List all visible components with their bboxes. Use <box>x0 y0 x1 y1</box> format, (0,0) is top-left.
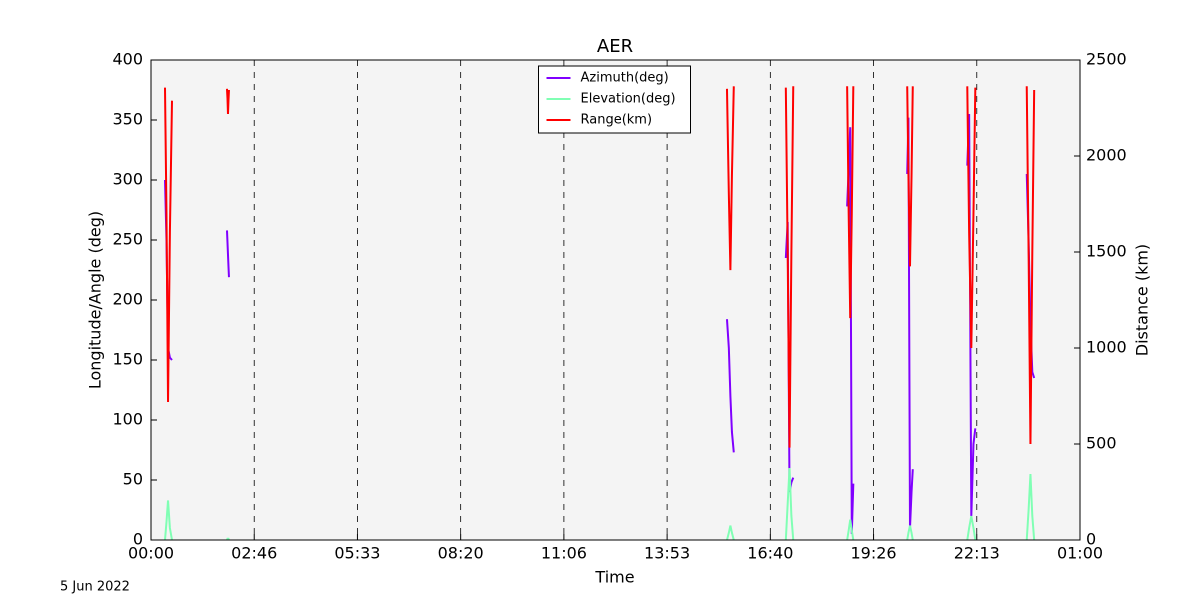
x-axis-label: Time <box>594 568 634 587</box>
y-tick-label: 100 <box>112 410 143 429</box>
y-tick-label: 150 <box>112 350 143 369</box>
plot-area <box>151 60 1080 540</box>
y-tick-label: 350 <box>112 110 143 129</box>
y-tick-label: 200 <box>112 290 143 309</box>
x-tick-label: 08:20 <box>438 544 484 563</box>
x-tick-label: 22:13 <box>954 544 1000 563</box>
x-tick-label: 13:53 <box>644 544 690 563</box>
legend-label: Elevation(deg) <box>581 92 676 107</box>
y-tick-label: 50 <box>123 470 143 489</box>
y2-tick-label: 2000 <box>1086 146 1127 165</box>
y-tick-label: 0 <box>133 530 143 549</box>
y-tick-label: 300 <box>112 170 143 189</box>
x-tick-label: 01:00 <box>1057 544 1103 563</box>
y2-tick-label: 2500 <box>1086 50 1127 69</box>
x-tick-label: 11:06 <box>541 544 587 563</box>
y-tick-label: 400 <box>112 50 143 69</box>
chart-title: AER <box>597 36 633 57</box>
y-axis-label: Longitude/Angle (deg) <box>86 211 105 389</box>
x-tick-label: 00:00 <box>128 544 174 563</box>
legend-label: Azimuth(deg) <box>581 71 669 86</box>
y2-tick-label: 500 <box>1086 434 1117 453</box>
x-tick-label: 16:40 <box>747 544 793 563</box>
x-tick-label: 19:26 <box>851 544 897 563</box>
legend-label: Range(km) <box>581 113 653 128</box>
y-tick-label: 250 <box>112 230 143 249</box>
series-line <box>164 86 1036 448</box>
legend: Azimuth(deg) Elevation(deg) Range(km) <box>538 65 691 134</box>
axes-frame <box>150 59 1081 541</box>
y2-tick-label: 1500 <box>1086 242 1127 261</box>
x-tick-label: 05:33 <box>334 544 380 563</box>
y2-axis-label: Distance (km) <box>1133 244 1152 356</box>
date-annotation: 5 Jun 2022 <box>60 580 130 595</box>
x-tick-label: 02:46 <box>231 544 277 563</box>
y2-tick-label: 0 <box>1086 530 1096 549</box>
y2-tick-label: 1000 <box>1086 338 1127 357</box>
series-line <box>164 467 1036 541</box>
